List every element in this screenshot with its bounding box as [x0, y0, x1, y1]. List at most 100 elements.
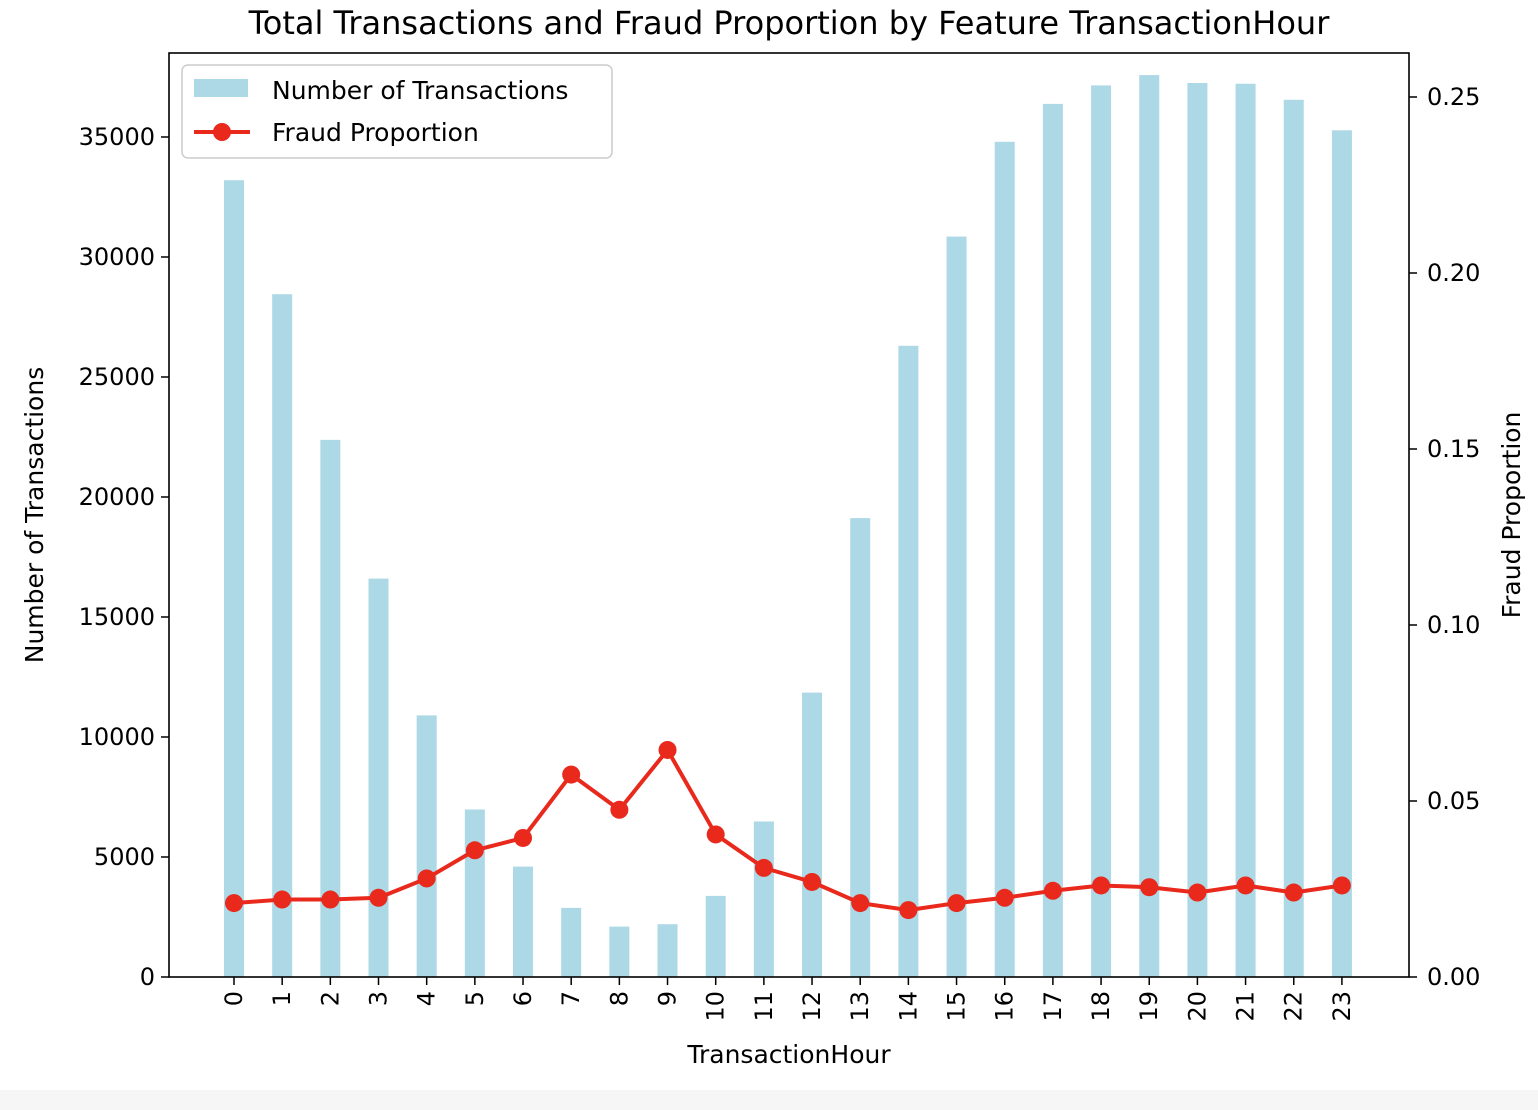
fraud-point-hour-20 — [1188, 883, 1207, 902]
bar-hour-9 — [657, 924, 678, 977]
plot-frame — [168, 52, 1410, 978]
x-tick-label-22: 22 — [1280, 991, 1308, 1022]
legend-frame — [181, 64, 613, 159]
y-tick-label-25000: 25000 — [79, 363, 155, 391]
bar-hour-7 — [561, 907, 582, 977]
fraud-line-group — [225, 740, 1351, 920]
bar-hour-17 — [1042, 103, 1063, 977]
fraud-point-hour-7 — [562, 765, 581, 784]
y2-tick-label-0.20: 0.20 — [1427, 259, 1480, 287]
fraud-point-hour-11 — [754, 858, 773, 877]
legend-label-line: Fraud Proportion — [272, 118, 479, 147]
x-tick-label-15: 15 — [943, 991, 971, 1022]
bars-group — [224, 75, 1352, 978]
x-tick-label-16: 16 — [991, 991, 1019, 1022]
bar-hour-11 — [753, 821, 774, 977]
bar-hour-23 — [1331, 130, 1352, 977]
x-tick-label-1: 1 — [268, 991, 296, 1006]
fraud-point-hour-19 — [1140, 878, 1159, 897]
y-tick-label-10000: 10000 — [79, 723, 155, 751]
bar-hour-20 — [1187, 83, 1208, 977]
bar-hour-16 — [994, 141, 1015, 978]
x-tick-label-19: 19 — [1135, 991, 1163, 1022]
bar-hour-0 — [224, 180, 244, 977]
x-tick-label-0: 0 — [220, 991, 248, 1006]
x-tick-label-13: 13 — [846, 991, 874, 1022]
x-tick-label-2: 2 — [316, 991, 344, 1006]
fraud-point-hour-0 — [225, 894, 243, 913]
x-tick-label-17: 17 — [1039, 991, 1067, 1022]
fraud-point-hour-3 — [369, 888, 388, 907]
x-tick-label-20: 20 — [1183, 991, 1211, 1022]
bar-hour-15 — [946, 236, 967, 978]
bar-hour-4 — [416, 715, 437, 977]
x-tick-label-18: 18 — [1087, 991, 1115, 1022]
y2-tick-label-0.05: 0.05 — [1427, 787, 1480, 815]
x-axis-label: TransactionHour — [686, 1040, 891, 1069]
y-tick-label-30000: 30000 — [79, 243, 155, 271]
bar-hour-10 — [705, 895, 726, 977]
y-tick-label-5000: 5000 — [94, 843, 155, 871]
y-axis-right: 0.00 0.05 0.10 0.15 0.20 0.25 — [1409, 83, 1480, 991]
fraud-point-hour-1 — [273, 890, 292, 909]
x-tick-label-5: 5 — [461, 991, 489, 1006]
bar-hour-18 — [1091, 85, 1112, 977]
x-tick-label-14: 14 — [894, 991, 922, 1022]
y-axis-left: 0 5000 10000 15000 20000 25000 30000 35000 — [79, 123, 169, 991]
fraud-point-hour-18 — [1092, 876, 1111, 895]
x-tick-label-12: 12 — [798, 991, 826, 1022]
bar-hour-21 — [1235, 83, 1256, 978]
bar-hour-19 — [1139, 75, 1160, 977]
bar-hour-2 — [320, 439, 341, 977]
x-tick-label-3: 3 — [365, 991, 393, 1006]
bar-hour-1 — [272, 294, 293, 977]
legend-swatch-bars — [194, 79, 248, 97]
bar-hour-13 — [850, 518, 871, 977]
fraud-point-hour-15 — [947, 894, 966, 913]
y-tick-label-15000: 15000 — [79, 603, 155, 631]
legend: Number of Transactions Fraud Proportion — [181, 64, 613, 159]
x-tick-label-8: 8 — [605, 991, 633, 1006]
x-axis: 0 1 2 3 4 5 6 7 8 9 10 11 12 13 14 15 16 17 18 19 20 21 22 23 — [220, 977, 1356, 1022]
x-tick-label-7: 7 — [557, 991, 585, 1006]
bar-hour-6 — [513, 866, 534, 977]
fraud-point-hour-6 — [514, 828, 533, 847]
bar-hour-22 — [1283, 99, 1304, 978]
y-axis-right-label: Fraud Proportion — [1497, 412, 1526, 619]
fraud-point-hour-22 — [1284, 883, 1303, 902]
fraud-point-hour-9 — [658, 740, 677, 759]
bar-hour-8 — [609, 926, 630, 977]
fraud-point-hour-21 — [1236, 876, 1255, 895]
x-tick-label-6: 6 — [509, 991, 537, 1006]
y-tick-label-35000: 35000 — [79, 123, 155, 151]
legend-swatch-marker — [213, 123, 231, 141]
y2-tick-label-0.00: 0.00 — [1427, 963, 1480, 991]
fraud-point-hour-17 — [1043, 881, 1062, 900]
chart-title: Total Transactions and Fraud Proportion … — [248, 4, 1331, 42]
fraud-point-hour-4 — [417, 869, 436, 888]
x-tick-label-9: 9 — [654, 991, 682, 1006]
x-tick-label-23: 23 — [1328, 991, 1356, 1022]
bottom-strip — [0, 1090, 1538, 1110]
fraud-point-hour-13 — [851, 894, 870, 913]
legend-label-bars: Number of Transactions — [272, 76, 568, 105]
fraud-point-hour-12 — [803, 872, 822, 891]
bar-hour-3 — [368, 578, 389, 977]
y-tick-label-20000: 20000 — [79, 483, 155, 511]
y2-tick-label-0.25: 0.25 — [1427, 83, 1480, 111]
fraud-point-hour-2 — [321, 890, 340, 909]
fraud-point-hour-16 — [995, 888, 1014, 907]
x-tick-label-21: 21 — [1232, 991, 1260, 1022]
y2-tick-label-0.15: 0.15 — [1427, 435, 1480, 463]
fraud-point-hour-8 — [610, 800, 629, 819]
y-tick-label-0: 0 — [140, 963, 155, 991]
bar-hour-5 — [464, 809, 485, 977]
y2-tick-label-0.10: 0.10 — [1427, 611, 1480, 639]
fraud-point-hour-14 — [899, 901, 918, 920]
x-tick-label-10: 10 — [702, 991, 730, 1022]
bar-hour-12 — [802, 692, 823, 977]
bar-hour-14 — [898, 345, 919, 977]
fraud-point-hour-10 — [706, 825, 725, 844]
fraud-point-hour-23 — [1332, 876, 1351, 895]
